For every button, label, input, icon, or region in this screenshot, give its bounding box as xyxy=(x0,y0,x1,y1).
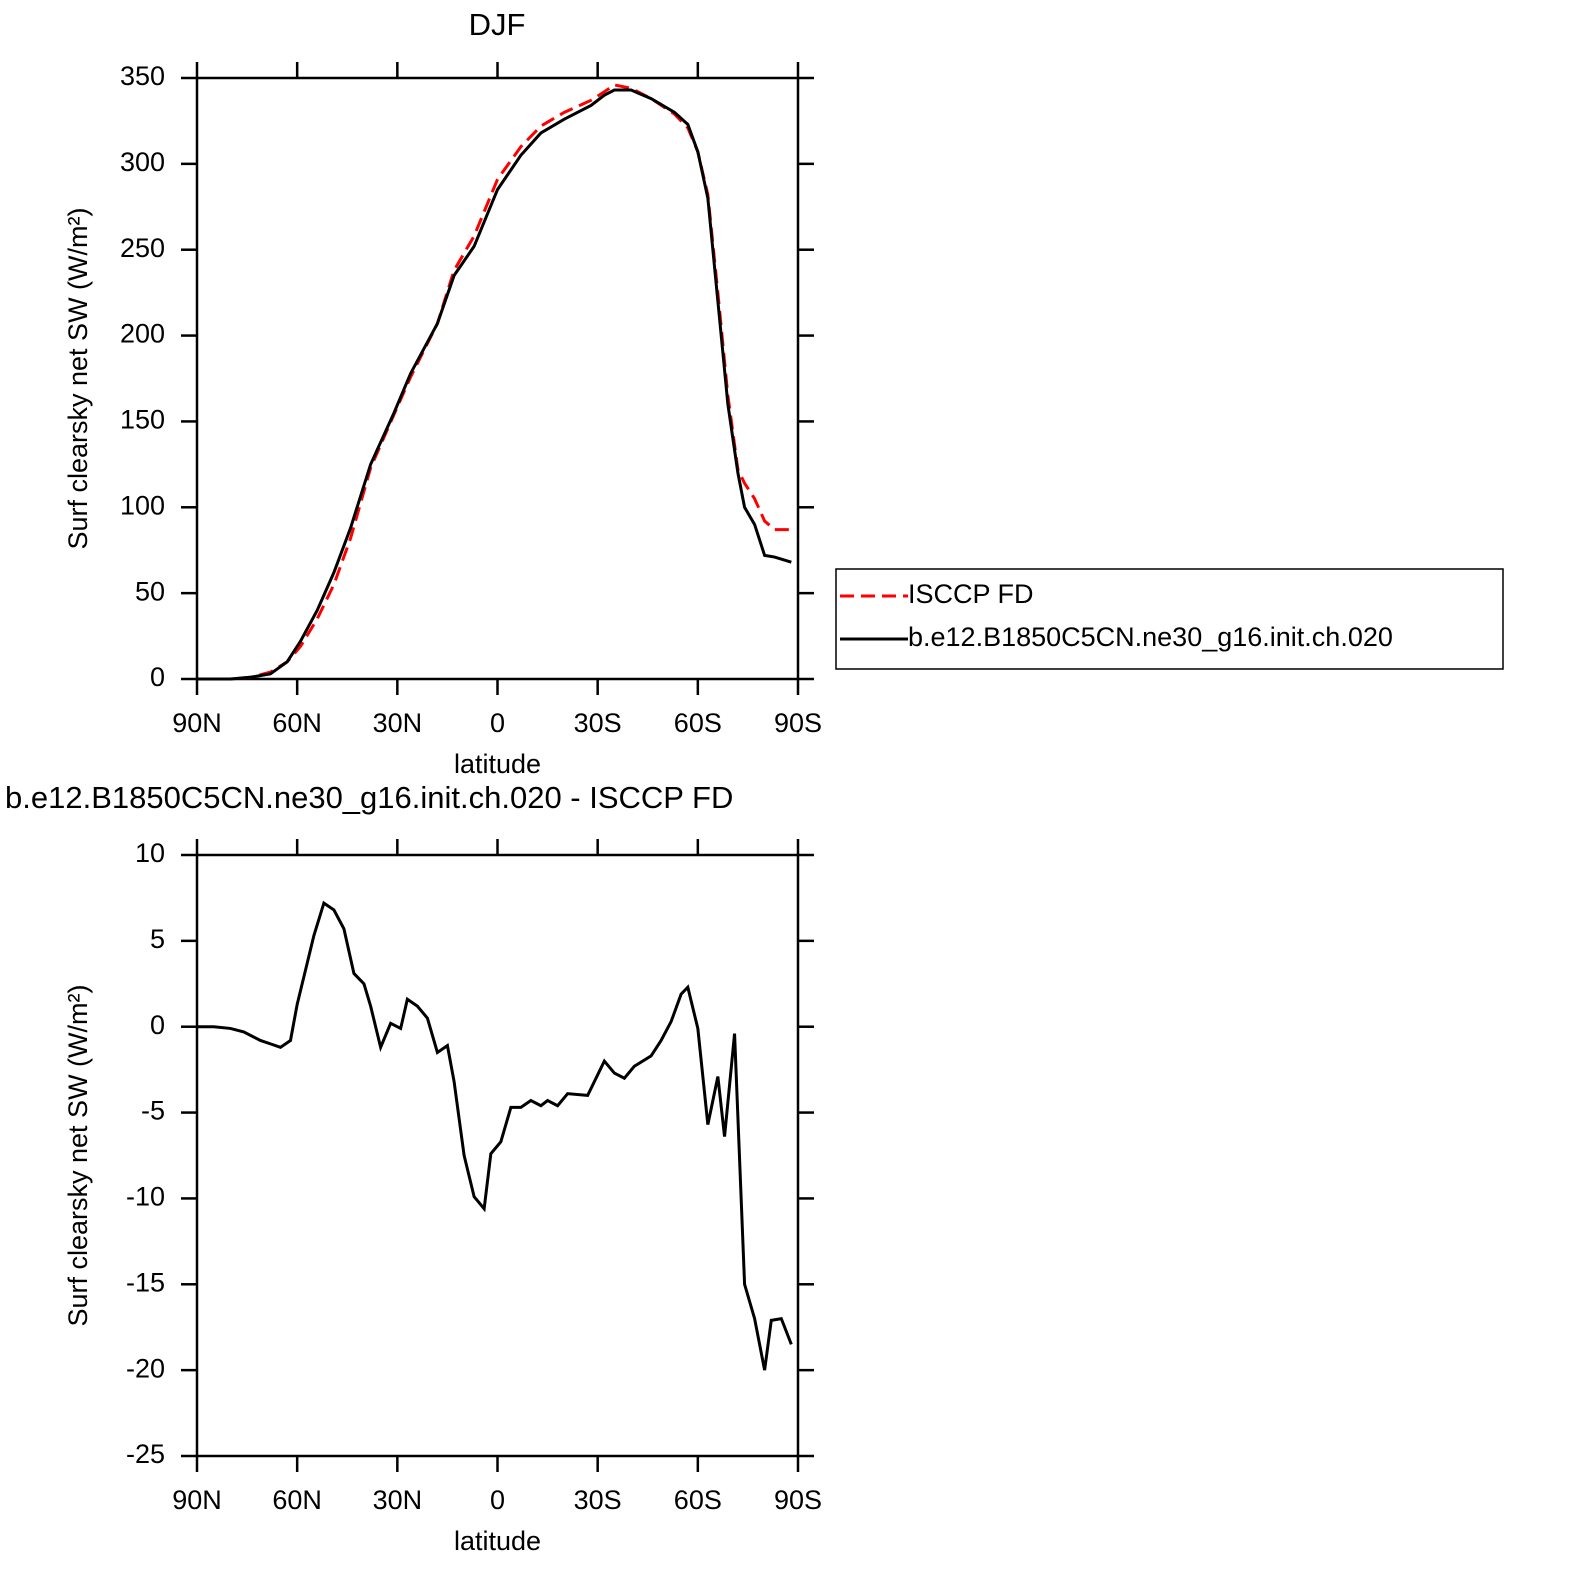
y-tick-label: 0 xyxy=(150,662,165,692)
chart-title: b.e12.B1850C5CN.ne30_g16.init.ch.020 - I… xyxy=(5,780,733,815)
x-tick-label: 90S xyxy=(774,1485,822,1515)
x-tick-label: 60S xyxy=(674,708,722,738)
data-line xyxy=(197,88,792,681)
x-tick-label: 90N xyxy=(172,708,222,738)
y-tick-label: 50 xyxy=(135,576,165,606)
y-tick-label: 250 xyxy=(120,233,165,263)
y-tick-label: 100 xyxy=(120,490,165,520)
x-tick-label: 60S xyxy=(674,1485,722,1515)
y-tick-label: 200 xyxy=(120,319,165,349)
x-tick-label: 0 xyxy=(490,1485,505,1515)
y-tick-label: -10 xyxy=(126,1182,165,1212)
x-tick-label: 30N xyxy=(373,708,423,738)
y-tick-label: 350 xyxy=(120,61,165,91)
x-tick-label: 60N xyxy=(272,1485,322,1515)
y-tick-label: 10 xyxy=(135,838,165,868)
y-tick-label: -5 xyxy=(141,1096,165,1126)
x-tick-label: 60N xyxy=(272,708,322,738)
data-line xyxy=(197,900,793,1371)
y-tick-label: -15 xyxy=(126,1267,165,1297)
x-tick-label: 30N xyxy=(373,1485,423,1515)
legend-label: b.e12.B1850C5CN.ne30_g16.init.ch.020 xyxy=(908,622,1393,652)
y-tick-label: -25 xyxy=(126,1439,165,1469)
y-tick-label: 150 xyxy=(120,405,165,435)
y-tick-label: 0 xyxy=(150,1010,165,1040)
y-tick-label: 5 xyxy=(150,924,165,954)
plot-frame xyxy=(195,76,800,681)
y-axis-label: Surf clearsky net SW (W/m²) xyxy=(63,984,93,1326)
x-tick-label: 0 xyxy=(490,708,505,738)
x-tick-label: 30S xyxy=(574,708,622,738)
x-tick-label: 30S xyxy=(574,1485,622,1515)
legend-box xyxy=(835,568,1504,670)
x-tick-label: 90S xyxy=(774,708,822,738)
plot-frame xyxy=(195,853,800,1458)
y-axis-label: Surf clearsky net SW (W/m²) xyxy=(63,207,93,549)
x-tick-label: 90N xyxy=(172,1485,222,1515)
x-axis-label: latitude xyxy=(454,749,541,779)
y-tick-label: 300 xyxy=(120,147,165,177)
x-axis-label: latitude xyxy=(454,1526,541,1556)
y-tick-label: -20 xyxy=(126,1353,165,1383)
legend-label: ISCCP FD xyxy=(908,579,1034,609)
chart-title: DJF xyxy=(469,7,526,42)
